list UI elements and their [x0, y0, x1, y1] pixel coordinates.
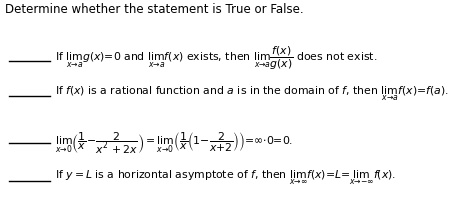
Text: If $f(x)$ is a rational function and $a$ is in the domain of $f$, then $\lim_{x : If $f(x)$ is a rational function and $a$…: [55, 84, 448, 102]
Text: Determine whether the statement is True or False.: Determine whether the statement is True …: [5, 3, 303, 16]
Text: $\lim_{x \to 0} \left(\dfrac{1}{x} - \dfrac{2}{x^2+2x}\right) = \lim_{x \to 0} \: $\lim_{x \to 0} \left(\dfrac{1}{x} - \df…: [55, 130, 293, 155]
Text: If $\lim_{x \to a} g(x) = 0$ and $\lim_{x \to a} f(x)$ exists, then $\lim_{x \to: If $\lim_{x \to a} g(x) = 0$ and $\lim_{…: [55, 44, 377, 71]
Text: If $y = L$ is a horizontal asymptote of $f$, then $\lim_{x \to \infty} f(x) = L : If $y = L$ is a horizontal asymptote of …: [55, 168, 396, 186]
